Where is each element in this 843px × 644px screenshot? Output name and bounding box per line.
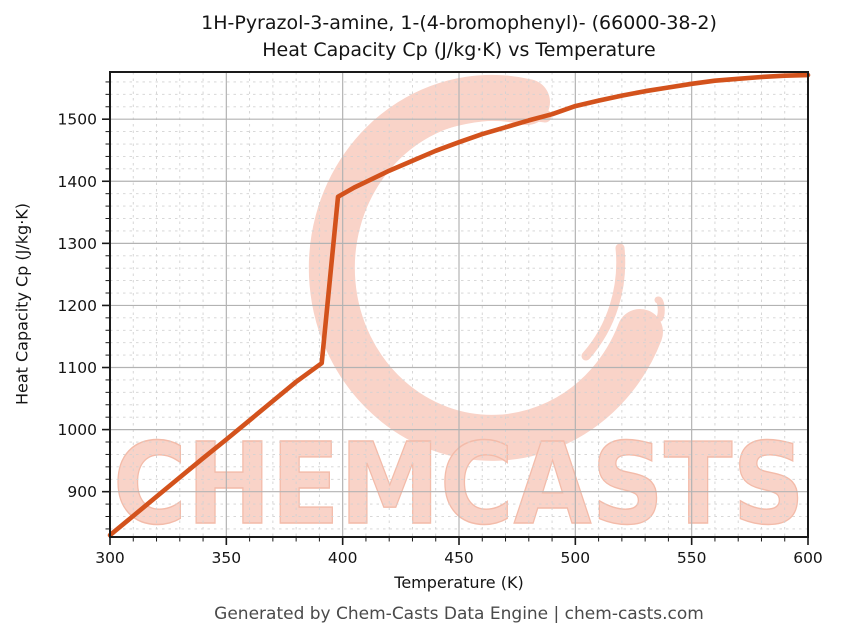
y-tick-label: 900 [67, 483, 97, 501]
y-tick-label: 1100 [58, 359, 97, 377]
y-tick-labels: 900 1000 1100 1200 1300 1400 1500 [58, 111, 97, 501]
y-tick-label: 1400 [58, 173, 97, 191]
c-swirl-logo-icon [308, 74, 665, 461]
x-tick-label: 300 [95, 549, 125, 567]
y-tick-label: 1300 [58, 235, 97, 253]
chart-title-line2: Heat Capacity Cp (J/kg·K) vs Temperature [262, 39, 656, 61]
footer-attribution: Generated by Chem-Casts Data Engine | ch… [214, 604, 704, 624]
y-tick-label: 1500 [58, 111, 97, 129]
x-tick-label: 400 [328, 549, 358, 567]
chart-title: 1H-Pyrazol-3-amine, 1-(4-bromophenyl)- (… [110, 10, 808, 64]
x-tick-label: 600 [793, 549, 823, 567]
x-tick-labels: 300 350 400 450 500 550 600 [95, 549, 823, 567]
x-tick-label: 500 [561, 549, 591, 567]
axis-ticks [102, 81, 809, 545]
x-tick-label: 350 [212, 549, 242, 567]
chart-title-line1: 1H-Pyrazol-3-amine, 1-(4-bromophenyl)- (… [201, 12, 717, 34]
x-tick-label: 450 [444, 549, 474, 567]
x-tick-label: 550 [677, 549, 707, 567]
cp-curve [107, 72, 811, 538]
y-tick-label: 1200 [58, 297, 97, 315]
grid-major [110, 72, 808, 537]
y-axis-label: Heat Capacity Cp (J/kg·K) [12, 202, 32, 406]
x-axis-label: Temperature (K) [394, 573, 524, 592]
y-tick-label: 1000 [58, 421, 97, 439]
